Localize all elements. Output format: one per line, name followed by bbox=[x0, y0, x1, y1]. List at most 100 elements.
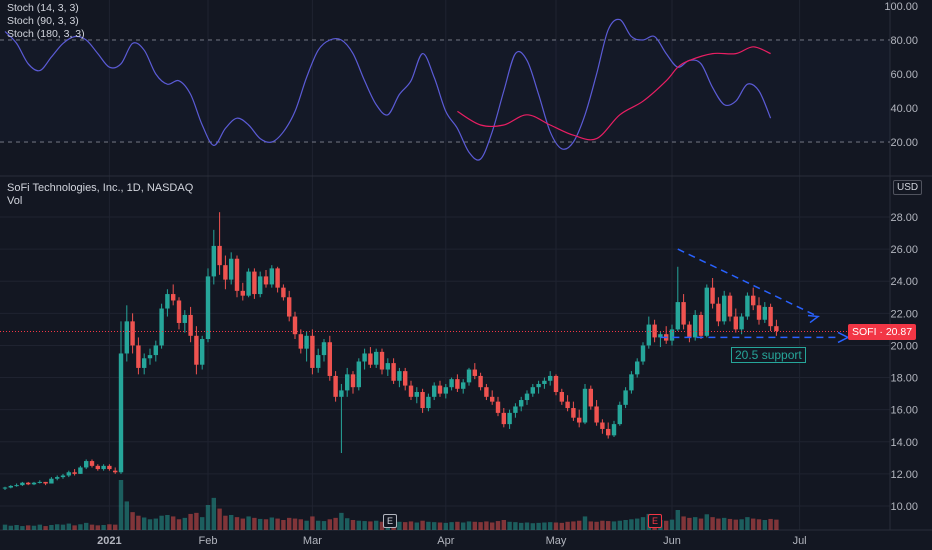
candle-body bbox=[130, 321, 135, 346]
stoch-180-label[interactable]: Stoch (180, 3, 3) bbox=[7, 28, 85, 40]
candle-body bbox=[640, 345, 646, 362]
candle-body bbox=[455, 379, 460, 389]
candle-body bbox=[368, 353, 373, 365]
candle-body bbox=[321, 342, 327, 356]
candlestick-series[interactable] bbox=[2, 212, 779, 490]
volume-bar bbox=[414, 522, 419, 530]
candle-body bbox=[37, 481, 42, 483]
candle-body bbox=[577, 417, 582, 423]
volume-bar bbox=[594, 521, 599, 530]
volume-bar bbox=[379, 521, 385, 530]
volume-bar bbox=[95, 525, 100, 530]
candle-body bbox=[623, 390, 628, 405]
volume-bar bbox=[159, 515, 164, 530]
candle-body bbox=[356, 361, 361, 388]
volume-bar bbox=[704, 514, 709, 530]
candle-body bbox=[716, 303, 721, 322]
candle-body bbox=[414, 392, 419, 397]
candle-body bbox=[571, 408, 576, 418]
price-tick-label: 16.00 bbox=[890, 405, 918, 417]
candle-body bbox=[89, 461, 95, 466]
volume-bar bbox=[403, 522, 408, 530]
volume-bar bbox=[26, 525, 31, 530]
candle-body bbox=[513, 406, 518, 413]
volume-bar bbox=[762, 520, 767, 530]
indicator-legend: Stoch (14, 3, 3) Stoch (90, 3, 3) Stoch … bbox=[7, 2, 85, 41]
candle-body bbox=[66, 472, 71, 476]
candle-body bbox=[316, 355, 321, 368]
volume-bar bbox=[20, 526, 25, 530]
candle-body bbox=[362, 353, 367, 362]
time-tick-label: Feb bbox=[199, 535, 218, 547]
time-tick-label: Jul bbox=[793, 535, 807, 547]
volume-bar bbox=[582, 516, 588, 530]
volume-bar bbox=[60, 524, 66, 530]
candle-body bbox=[176, 300, 182, 323]
volume-bar bbox=[617, 520, 622, 530]
candle-body bbox=[432, 385, 437, 397]
candle-body bbox=[756, 305, 762, 320]
volume-bar bbox=[55, 524, 60, 530]
volume-bar bbox=[37, 524, 42, 530]
volume-bar bbox=[275, 518, 280, 530]
candle-body bbox=[171, 294, 176, 301]
candle-body bbox=[484, 387, 489, 397]
candle-body bbox=[20, 482, 25, 486]
candle-body bbox=[142, 358, 147, 368]
candle-body bbox=[727, 295, 733, 317]
candle-body bbox=[310, 335, 315, 368]
volume-bar bbox=[124, 501, 129, 530]
candle-body bbox=[611, 424, 617, 436]
price-tick-label: 18.00 bbox=[890, 373, 918, 385]
volume-bar bbox=[629, 519, 634, 530]
volume-bar bbox=[316, 520, 321, 530]
candle-body bbox=[333, 375, 338, 397]
price-tick-label: 22.00 bbox=[890, 308, 918, 320]
time-axis[interactable]: 2021 Feb Mar Apr May Jun Jul bbox=[97, 535, 806, 547]
candle-body bbox=[234, 258, 240, 291]
support-annotation[interactable]: 20.5 support bbox=[731, 347, 806, 363]
stoch-14-label[interactable]: Stoch (14, 3, 3) bbox=[7, 2, 79, 14]
candle-body bbox=[733, 316, 738, 330]
volume-bar bbox=[553, 522, 559, 530]
stoch-90-label[interactable]: Stoch (90, 3, 3) bbox=[7, 15, 79, 27]
candle-body bbox=[26, 482, 31, 485]
volume-bar bbox=[420, 520, 425, 530]
volume-bar bbox=[408, 521, 414, 530]
candle-body bbox=[252, 271, 257, 295]
earnings-badge[interactable]: E bbox=[648, 514, 662, 528]
candle-body bbox=[31, 482, 37, 485]
price-axis[interactable]: 28.00 26.00 24.00 22.00 20.00 18.00 16.00 14.00… bbox=[884, 1, 918, 513]
candle-body bbox=[118, 353, 124, 473]
price-tick-label: 26.00 bbox=[890, 244, 918, 256]
volume-bar bbox=[84, 522, 89, 530]
candle-body bbox=[84, 461, 89, 468]
symbol-label[interactable]: SoFi Technologies, Inc., 1D, NASDAQ bbox=[7, 182, 194, 194]
volume-bar bbox=[165, 515, 170, 530]
volume-bar bbox=[501, 520, 506, 530]
candle-body bbox=[542, 380, 547, 384]
volume-bar bbox=[136, 515, 141, 530]
stochastic-pane[interactable] bbox=[0, 18, 890, 161]
candle-body bbox=[78, 467, 83, 474]
volume-bar bbox=[43, 526, 48, 530]
volume-bar bbox=[327, 519, 332, 530]
trendline-arrowhead bbox=[807, 314, 820, 324]
volume-bar bbox=[263, 519, 269, 530]
volume-bar bbox=[281, 520, 286, 530]
candle-body bbox=[217, 245, 222, 266]
volume-bar bbox=[443, 522, 448, 530]
volume-bar bbox=[234, 517, 240, 530]
candle-body bbox=[490, 396, 495, 402]
candle-body bbox=[524, 393, 530, 401]
volume-bar bbox=[536, 522, 541, 530]
volume-label[interactable]: Vol bbox=[7, 195, 23, 207]
volume-bar bbox=[693, 517, 698, 530]
volume-bar bbox=[710, 517, 715, 530]
currency-badge[interactable]: USD bbox=[893, 180, 923, 195]
time-tick-label: Apr bbox=[437, 535, 454, 547]
volume-bar bbox=[664, 520, 669, 530]
volume-bar bbox=[739, 519, 744, 530]
earnings-badge[interactable]: E bbox=[383, 514, 397, 528]
